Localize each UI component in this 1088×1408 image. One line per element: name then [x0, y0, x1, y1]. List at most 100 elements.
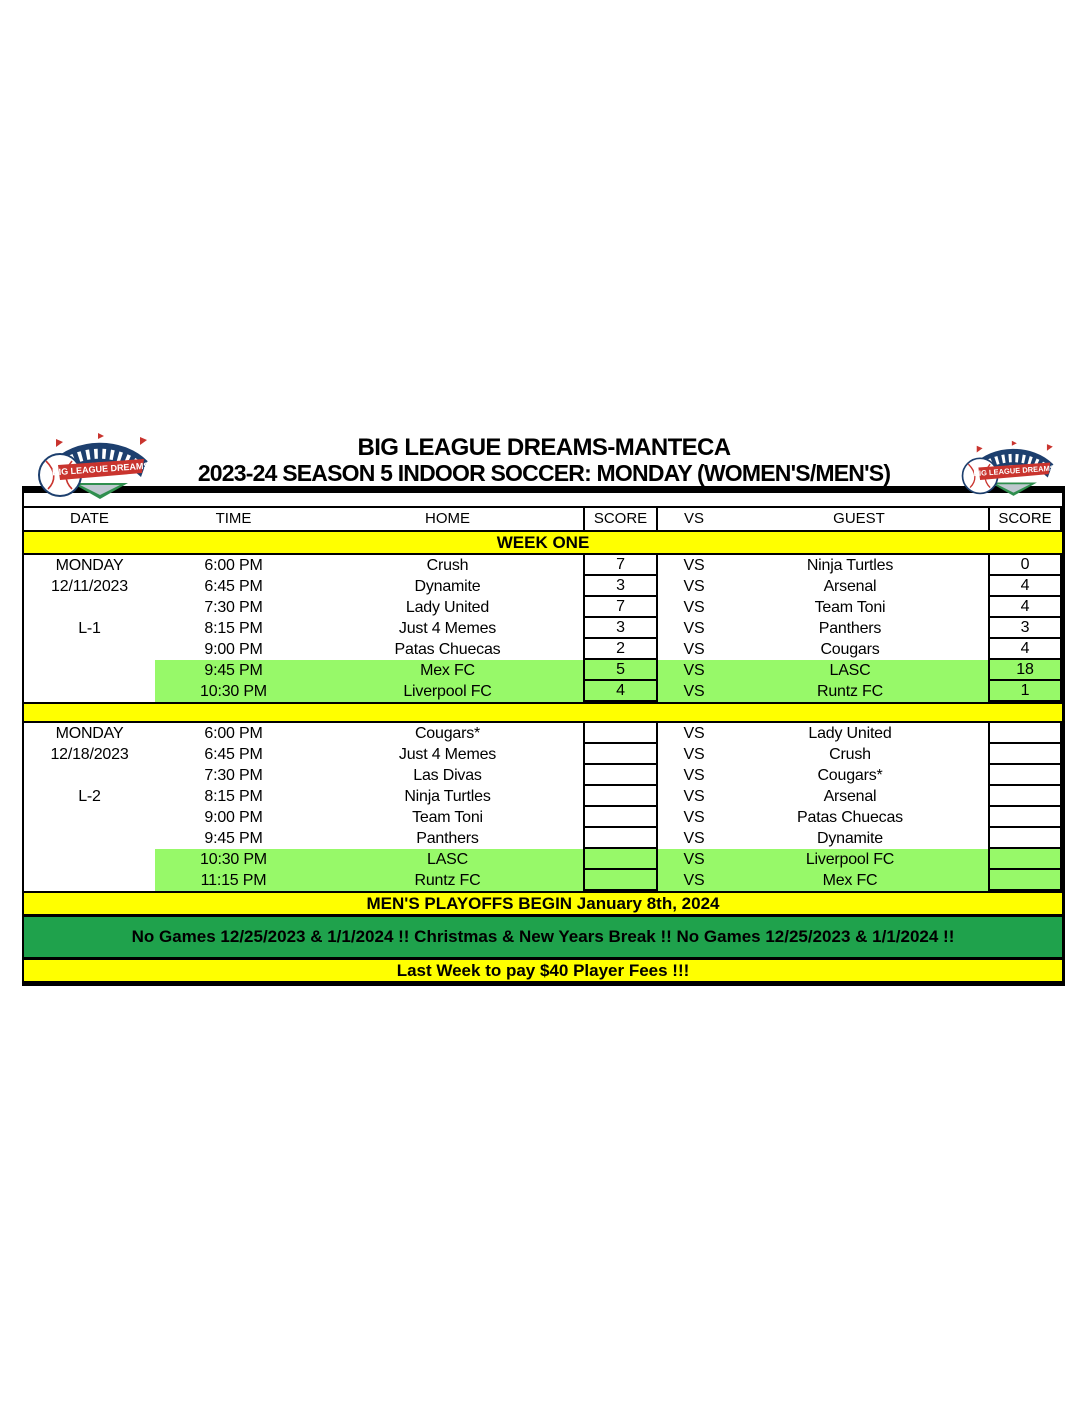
guest-score-cell: 3 — [988, 618, 1062, 639]
vs-cell: VS — [683, 620, 705, 637]
col-header-guest: GUEST — [833, 510, 885, 527]
guest-score-cell — [988, 765, 1062, 786]
guest-score-cell: 4 — [988, 597, 1062, 618]
home-team-cell: Just 4 Memes — [398, 620, 497, 637]
week-banner: WEEK ONE — [24, 532, 1062, 555]
date-cell — [24, 681, 155, 702]
home-score-cell — [583, 723, 658, 744]
footer-banners: MEN'S PLAYOFFS BEGIN January 8th, 2024 No… — [24, 891, 1062, 981]
date-cell — [24, 828, 155, 849]
home-score-cell — [583, 828, 658, 849]
vs-cell: VS — [683, 557, 705, 574]
game-row: MONDAY 6:00 PM Crush 7 VS Ninja Turtles 0 — [24, 555, 1062, 576]
date-cell — [24, 870, 155, 891]
time-cell: 7:30 PM — [204, 767, 263, 784]
footer-banner: MEN'S PLAYOFFS BEGIN January 8th, 2024 — [24, 891, 1062, 914]
col-header-time: TIME — [215, 510, 252, 527]
flag-icon — [976, 445, 983, 453]
guest-score-cell: 18 — [988, 660, 1062, 681]
vs-cell: VS — [683, 599, 705, 616]
guest-team-cell: Ninja Turtles — [806, 557, 894, 574]
guest-score-cell: 1 — [988, 681, 1062, 702]
guest-score-cell — [988, 828, 1062, 849]
home-team-cell: Runtz FC — [312, 870, 583, 891]
date-cell — [24, 807, 155, 828]
game-row: 12/18/2023 6:45 PM Just 4 Memes VS Crush — [24, 744, 1062, 765]
vs-cell: VS — [658, 849, 730, 870]
logo-ribbon — [58, 459, 144, 480]
time-cell: 6:00 PM — [204, 557, 263, 574]
home-score-cell: 7 — [583, 597, 658, 618]
vs-cell: VS — [683, 767, 705, 784]
date-cell — [24, 597, 155, 618]
date-cell: L-1 — [78, 620, 101, 637]
baseball-stitch — [967, 463, 976, 489]
time-cell: 6:45 PM — [204, 746, 263, 763]
home-score-cell: 2 — [583, 639, 658, 660]
date-cell: MONDAY — [55, 557, 124, 574]
game-row: 7:30 PM Las Divas VS Cougars* — [24, 765, 1062, 786]
time-cell: 6:00 PM — [204, 725, 263, 742]
vs-cell: VS — [658, 681, 730, 702]
game-row: 10:30 PM Liverpool FC 4 VS Runtz FC 1 — [24, 681, 1062, 702]
guest-score-cell — [988, 723, 1062, 744]
time-cell: 7:30 PM — [204, 599, 263, 616]
guest-score-cell — [988, 807, 1062, 828]
guest-score-cell — [988, 786, 1062, 807]
guest-team-cell: Patas Chuecas — [797, 809, 903, 826]
home-team-cell: LASC — [312, 849, 583, 870]
guest-score-cell: 4 — [988, 639, 1062, 660]
flag-icon — [1011, 440, 1017, 446]
time-cell: 9:00 PM — [204, 809, 263, 826]
game-row: 11:15 PM Runtz FC VS Mex FC — [24, 870, 1062, 891]
game-row: L-1 8:15 PM Just 4 Memes 3 VS Panthers 3 — [24, 618, 1062, 639]
guest-team-cell: Mex FC — [730, 870, 988, 891]
time-cell: 11:15 PM — [155, 870, 312, 891]
table-header-row: DATE TIME HOME SCORE VS GUEST SCORE — [24, 506, 1062, 532]
date-cell — [24, 639, 155, 660]
big-league-dreams-logo: BIG LEAGUE DREAMS — [38, 433, 150, 499]
footer-banner: No Games 12/25/2023 & 1/1/2024 !! Christ… — [24, 914, 1062, 958]
guest-team-cell: Cougars — [820, 641, 880, 658]
guest-team-cell: Runtz FC — [730, 681, 988, 702]
game-block-week2: MONDAY 6:00 PM Cougars* VS Lady United 12/18/… — [24, 723, 1062, 891]
home-score-cell — [583, 744, 658, 765]
home-score-cell: 5 — [583, 660, 658, 681]
home-team-cell: Ninja Turtles — [404, 788, 491, 805]
time-cell: 9:45 PM — [155, 660, 312, 681]
game-row: 7:30 PM Lady United 7 VS Team Toni 4 — [24, 597, 1062, 618]
home-team-cell: Dynamite — [414, 578, 481, 595]
vs-cell: VS — [683, 788, 705, 805]
flag-icon — [98, 433, 104, 439]
vs-cell: VS — [658, 870, 730, 891]
guest-team-cell: Dynamite — [817, 830, 883, 847]
time-cell: 9:00 PM — [204, 641, 263, 658]
guest-team-cell: Liverpool FC — [730, 849, 988, 870]
flag-icon — [140, 437, 147, 445]
home-team-cell: Crush — [426, 557, 469, 574]
col-header-date: DATE — [70, 510, 109, 527]
guest-score-cell: 0 — [988, 555, 1062, 576]
schedule-table: DATE TIME HOME SCORE VS GUEST SCORE WEEK… — [22, 493, 1065, 986]
game-row: L-2 8:15 PM Ninja Turtles VS Arsenal — [24, 786, 1062, 807]
game-row: 9:45 PM Panthers VS Dynamite — [24, 828, 1062, 849]
home-score-cell — [583, 765, 658, 786]
home-team-cell: Liverpool FC — [312, 681, 583, 702]
guest-team-cell: Crush — [829, 746, 871, 763]
infield-icon — [80, 485, 120, 495]
vs-cell: VS — [683, 746, 705, 763]
block-separator — [24, 702, 1062, 723]
spacer-row — [24, 493, 1062, 506]
page-title: BIG LEAGUE DREAMS-MANTECA — [357, 434, 732, 461]
home-team-cell: Panthers — [416, 830, 479, 847]
vs-cell: VS — [683, 809, 705, 826]
guest-score-cell — [988, 744, 1062, 765]
col-header-vs: VS — [683, 510, 704, 527]
home-team-cell: Just 4 Memes — [398, 746, 497, 763]
title-divider — [22, 486, 1065, 493]
flag-icon — [1046, 444, 1053, 451]
home-score-cell: 3 — [583, 618, 658, 639]
time-cell: 8:15 PM — [204, 620, 263, 637]
infield-icon — [996, 484, 1031, 493]
